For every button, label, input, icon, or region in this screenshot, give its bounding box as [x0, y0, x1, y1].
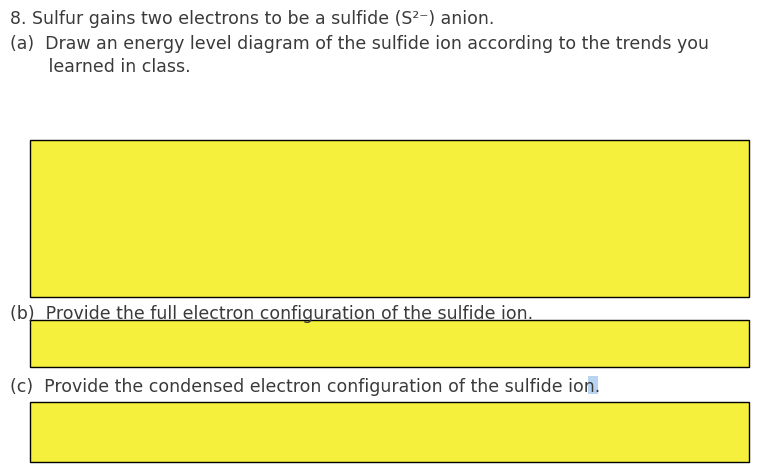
Text: learned in class.: learned in class. — [10, 58, 191, 76]
Text: (b)  Provide the full electron configuration of the sulfide ion.: (b) Provide the full electron configurat… — [10, 305, 533, 323]
Text: (c)  Provide the condensed electron configuration of the sulfide ion.: (c) Provide the condensed electron confi… — [10, 378, 601, 396]
Text: 8. Sulfur gains two electrons to be a sulfide (S²⁻) anion.: 8. Sulfur gains two electrons to be a su… — [10, 10, 494, 28]
Text: (a)  Draw an energy level diagram of the sulfide ion according to the trends you: (a) Draw an energy level diagram of the … — [10, 35, 709, 53]
